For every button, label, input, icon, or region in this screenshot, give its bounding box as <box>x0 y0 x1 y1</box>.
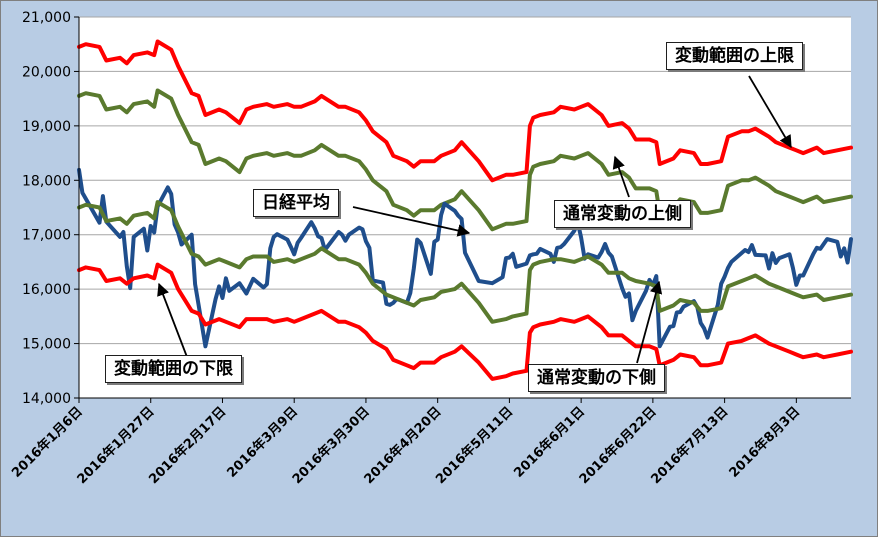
normal-lower-label: 通常変動の下側 <box>528 364 665 392</box>
y-tick-label: 21,000 <box>22 10 71 26</box>
series-line-nikkei <box>77 167 853 349</box>
y-tick-label: 19,000 <box>22 119 71 135</box>
y-tick-label: 18,000 <box>22 173 71 189</box>
y-tick-label: 16,000 <box>22 282 71 298</box>
normal-lower-arrow <box>636 280 663 364</box>
normal-upper-label: 通常変動の上側 <box>554 200 691 228</box>
series-line-normal_lower <box>77 200 853 324</box>
y-tick-label: 14,000 <box>22 391 71 407</box>
y-axis: 14,000 15,000 16,000 17,000 18,000 19,000 20,0… <box>22 10 80 407</box>
x-tick-label: 2016年5月11日 <box>433 404 517 488</box>
annotation-arrows <box>157 75 792 364</box>
x-tick-label: 2016年1月6日 <box>9 404 86 481</box>
x-tick-label: 2016年3月30日 <box>289 404 373 488</box>
x-tick-label: 2016年8月3日 <box>726 404 803 481</box>
series-group <box>77 39 853 381</box>
x-axis: 2016年1月6日2016年1月27日2016年2月17日2016年3月9日20… <box>9 397 851 488</box>
series-line-upper_limit <box>77 39 853 183</box>
series-line-normal_upper <box>77 88 853 232</box>
x-tick-label: 2016年6月1日 <box>511 404 588 481</box>
x-tick-label: 2016年4月20日 <box>361 404 445 488</box>
lower-limit-arrow <box>157 282 188 358</box>
x-tick-label: 2016年1月27日 <box>74 404 158 488</box>
x-tick-label: 2016年7月13日 <box>648 404 732 488</box>
y-tick-label: 17,000 <box>22 228 71 244</box>
lower-limit-label: 変動範囲の下限 <box>105 355 242 383</box>
series-line-lower_limit <box>77 262 853 381</box>
upper-limit-arrow <box>748 75 792 149</box>
nikkei-arrow <box>352 206 471 237</box>
y-tick-label: 15,000 <box>22 337 71 353</box>
x-tick-label: 2016年6月22日 <box>576 404 660 488</box>
upper-limit-label: 変動範囲の上限 <box>666 42 803 70</box>
y-tick-label: 20,000 <box>22 64 71 80</box>
nikkei-label: 日経平均 <box>253 189 339 217</box>
normal-upper-arrow <box>612 155 630 198</box>
x-tick-label: 2016年3月9日 <box>224 404 301 481</box>
x-tick-label: 2016年2月17日 <box>146 404 230 488</box>
